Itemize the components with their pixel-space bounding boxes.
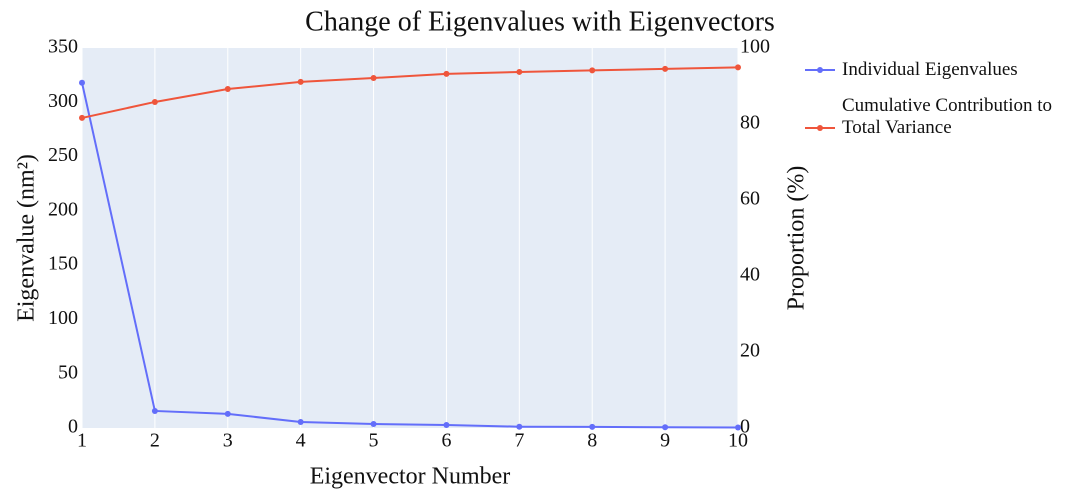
legend-swatch	[817, 125, 823, 131]
chart-title: Change of Eigenvalues with Eigenvectors	[305, 6, 775, 37]
series-line	[81, 66, 739, 119]
legend-label: Cumulative Contribution to Total Varianc…	[842, 95, 1053, 138]
y-tick-label: 250	[48, 144, 78, 166]
y2-tick-label: 100	[740, 36, 770, 58]
x-tick-label: 5	[369, 430, 379, 452]
x-tick-label: 6	[441, 430, 451, 452]
data-point	[662, 424, 669, 431]
data-point	[151, 98, 158, 105]
y-axis-label: Eigenvalue (nm²)	[14, 154, 40, 322]
x-axis-label: Eigenvector Number	[310, 464, 511, 490]
data-point	[297, 78, 304, 85]
x-tick-label: 8	[587, 430, 597, 452]
data-point	[516, 68, 523, 75]
y-tick-label: 100	[48, 307, 78, 329]
plot-area	[82, 48, 738, 428]
y-tick-label: 350	[48, 36, 78, 58]
y-tick-label: 50	[58, 361, 78, 383]
data-point	[735, 64, 741, 71]
x-tick-label: 3	[223, 430, 233, 452]
legend-label: Individual Eigenvalues	[842, 59, 1018, 80]
y-tick-label: 200	[48, 198, 78, 220]
x-tick-label: 2	[150, 430, 160, 452]
y-tick-label: 0	[68, 416, 78, 438]
data-point	[443, 421, 450, 428]
data-point	[224, 410, 231, 417]
y2-tick-label: 0	[740, 416, 750, 438]
y2-axis-label: Proportion (%)	[784, 166, 810, 311]
data-point	[443, 70, 450, 77]
data-point	[151, 407, 158, 414]
data-point	[589, 67, 596, 74]
series-line	[81, 82, 739, 429]
data-point	[297, 419, 304, 426]
data-point	[735, 424, 741, 431]
y2-tick-label: 40	[740, 264, 760, 286]
y2-tick-label: 80	[740, 112, 760, 134]
data-point	[516, 423, 523, 430]
data-point	[370, 420, 377, 427]
x-tick-label: 4	[296, 430, 306, 452]
data-point	[370, 75, 377, 82]
y-tick-label: 150	[48, 253, 78, 275]
legend-swatch	[817, 67, 823, 73]
y2-tick-label: 60	[740, 188, 760, 210]
x-tick-label: 1	[77, 430, 87, 452]
x-tick-label: 7	[514, 430, 524, 452]
x-tick-label: 10	[728, 430, 748, 452]
y-tick-label: 300	[48, 90, 78, 112]
data-point	[79, 79, 85, 86]
x-tick-label: 9	[660, 430, 670, 452]
data-point	[79, 114, 85, 121]
data-point	[662, 65, 669, 72]
data-point	[224, 86, 231, 93]
data-point	[589, 423, 596, 430]
y2-tick-label: 20	[740, 340, 760, 362]
